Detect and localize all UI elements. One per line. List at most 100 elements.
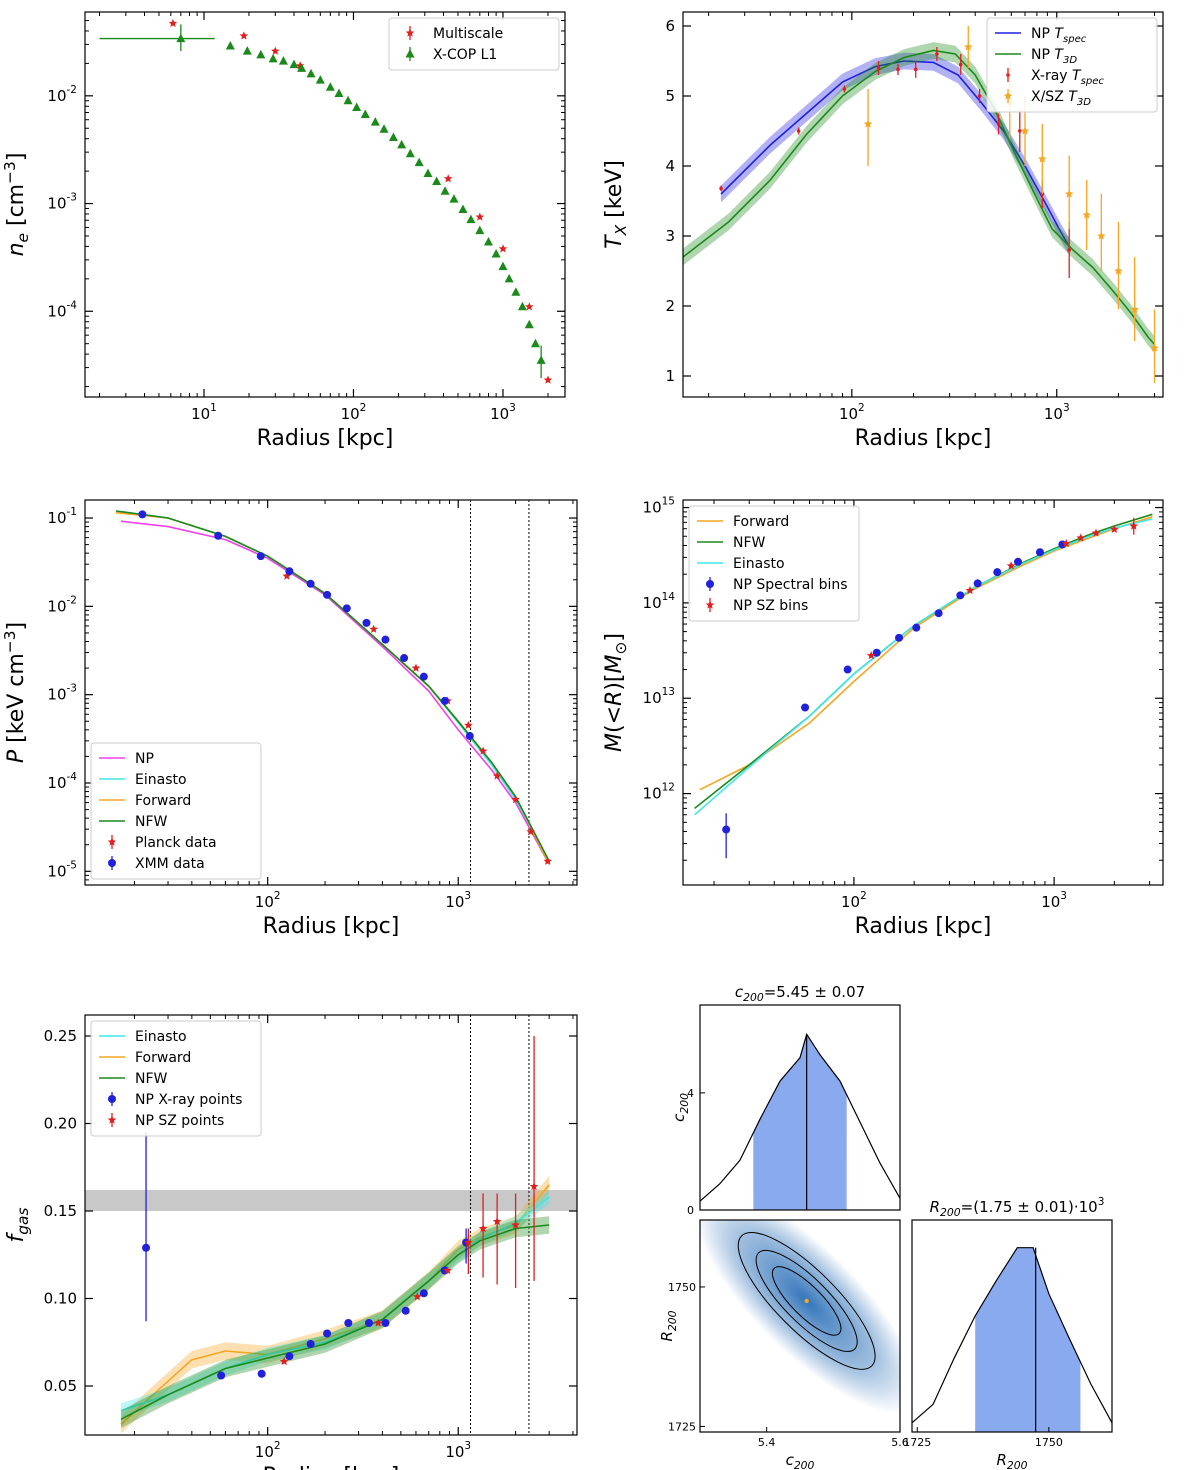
data-point xyxy=(282,571,292,580)
legend-label: Forward xyxy=(135,1050,191,1066)
legend-marker xyxy=(405,28,415,37)
x-tick-label: 103 xyxy=(445,1440,471,1461)
y-tick-label: 0.10 xyxy=(44,1290,77,1308)
legend-label: Forward xyxy=(733,514,789,530)
data-point xyxy=(1013,557,1022,566)
best-fit-point xyxy=(804,1298,809,1304)
data-point xyxy=(1064,189,1074,198)
plot-area xyxy=(85,1015,577,1435)
data-point xyxy=(491,249,501,258)
data-point xyxy=(268,53,278,63)
data-point xyxy=(344,1319,353,1327)
legend-item: NP X-ray points xyxy=(108,1092,242,1108)
y-tick-label: 2 xyxy=(665,297,675,315)
legend-label: NFW xyxy=(135,814,168,830)
legend-label: Multiscale xyxy=(433,26,503,42)
data-point xyxy=(913,67,918,72)
legend: NP Einasto Forward NFW Planck data XMM data xyxy=(90,742,262,880)
legend-label: NP Spectral bins xyxy=(733,577,848,593)
x-axis-label: Radius [kpc] xyxy=(855,426,992,451)
data-point xyxy=(369,624,378,633)
plot-frame xyxy=(682,11,1164,398)
model-line xyxy=(120,1224,550,1421)
y-tick-label: 1 xyxy=(665,367,675,385)
y-tick-label: 1725 xyxy=(668,1420,696,1433)
x-axis-label: Radius [kpc] xyxy=(263,1464,400,1470)
data-point xyxy=(440,186,450,195)
y-tick-label: 0 xyxy=(687,1204,694,1217)
data-point xyxy=(306,579,315,588)
data-point xyxy=(866,651,876,660)
kde-contour xyxy=(771,1266,842,1336)
legend-item: Einasto xyxy=(697,556,785,572)
data-point xyxy=(419,1289,428,1298)
data-point xyxy=(397,139,407,149)
data-point xyxy=(323,590,332,599)
gas-fraction-panel: 102 103 0.05 0.10 0.15 0.20 0.25 Radius [kpc] fg… xyxy=(4,1014,578,1470)
data-point xyxy=(214,531,223,540)
data-point xyxy=(465,732,474,741)
data-point xyxy=(443,174,453,183)
data-point xyxy=(722,825,731,834)
plot-frame xyxy=(84,499,578,886)
y-axis-label: M(<R)[M⊙] xyxy=(602,633,630,752)
legend-label: Forward xyxy=(135,793,191,809)
data-point xyxy=(256,49,266,59)
x-tick-label: 5.4 xyxy=(758,1436,776,1449)
plot-area xyxy=(694,513,1153,859)
data-point xyxy=(379,124,389,133)
data-point xyxy=(517,301,527,311)
data-point xyxy=(289,59,299,69)
data-point xyxy=(478,746,488,755)
data-point xyxy=(1082,210,1091,219)
model-band xyxy=(121,1216,550,1428)
r200-axis-label: R200 xyxy=(658,1310,679,1341)
data-point xyxy=(504,273,514,283)
data-point xyxy=(413,1292,422,1301)
y-tick-label: 10-4 xyxy=(47,299,77,320)
data-point xyxy=(360,109,370,119)
y-tick-label: 1012 xyxy=(643,782,675,803)
legend-item: Forward xyxy=(99,793,191,809)
plot-frame xyxy=(682,499,1164,886)
y-axis-label: TX [keV] xyxy=(602,160,630,249)
data-point xyxy=(278,56,288,65)
data-point xyxy=(526,827,535,836)
model-line xyxy=(115,510,550,862)
data-point xyxy=(388,132,398,142)
data-point xyxy=(511,795,520,804)
data-point xyxy=(993,568,1002,577)
legend-item: NP SZ points xyxy=(107,1113,224,1129)
kde-contour xyxy=(755,1249,858,1352)
model-band xyxy=(121,1190,550,1418)
data-point xyxy=(285,567,294,576)
y-tick-label: 1015 xyxy=(643,496,675,517)
data-point xyxy=(381,635,390,644)
data-point xyxy=(1150,343,1159,352)
data-point xyxy=(401,1306,410,1315)
data-point xyxy=(843,665,852,674)
legend-label: NFW xyxy=(733,535,766,551)
credible-interval xyxy=(753,1034,847,1210)
r200-axis-label: R200 xyxy=(996,1451,1027,1470)
data-point xyxy=(257,1369,266,1378)
x-tick-label: 5.6 xyxy=(891,1436,909,1449)
data-point xyxy=(306,68,316,78)
x-axis-label: Radius [kpc] xyxy=(855,914,992,939)
y-tick-label: 0.20 xyxy=(44,1115,77,1133)
data-point xyxy=(492,1217,502,1226)
c200-posterior-title: c200=5.45 ± 0.07 xyxy=(735,983,865,1004)
y-tick-label: 1014 xyxy=(643,591,676,612)
y-tick-label: 10-1 xyxy=(47,506,77,527)
data-point xyxy=(256,552,265,561)
y-tick-label: 4 xyxy=(665,157,675,175)
data-point xyxy=(996,122,1001,126)
data-point xyxy=(478,1224,488,1233)
y-tick-label: 3 xyxy=(665,227,675,245)
c200-axis-label: c200 xyxy=(786,1451,815,1470)
data-point xyxy=(400,654,409,663)
x-tick-label: 1750 xyxy=(1035,1436,1063,1449)
legend-item: Forward xyxy=(697,514,789,530)
data-point xyxy=(1017,129,1022,133)
